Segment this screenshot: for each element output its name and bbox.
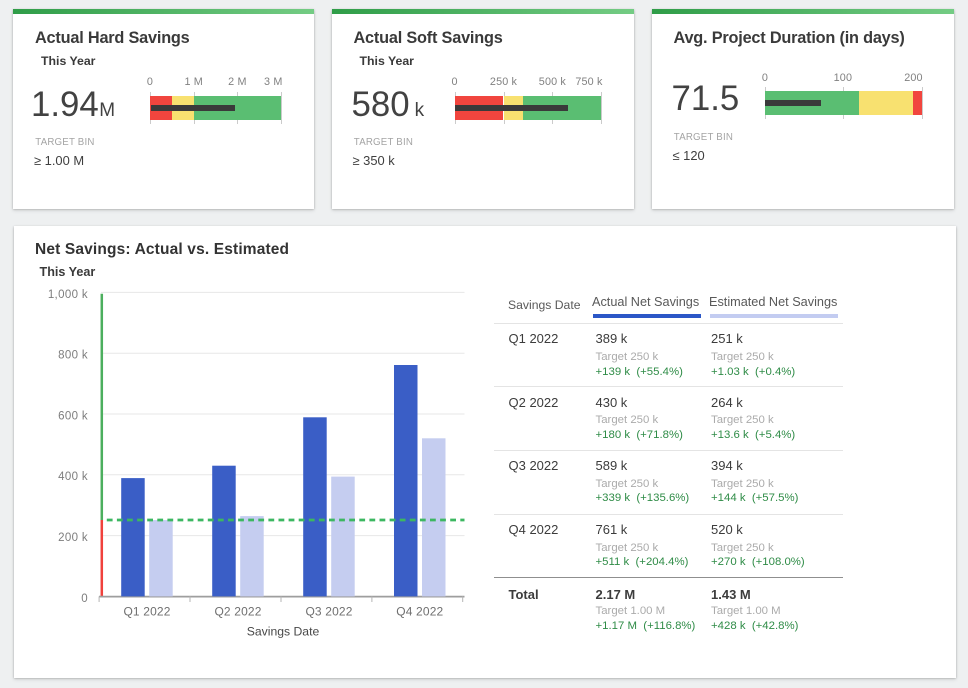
svg-text:600 k: 600 k: [58, 410, 88, 422]
svg-text:Q1 2022: Q1 2022: [123, 605, 170, 619]
svg-text:1,000 k: 1,000 k: [47, 289, 87, 301]
svg-text:800 k: 800 k: [58, 350, 88, 362]
svg-text:Savings Date: Savings Date: [246, 625, 319, 639]
svg-text:Q3 2022: Q3 2022: [305, 605, 352, 619]
svg-text:400 k: 400 k: [58, 471, 88, 483]
svg-text:Q2 2022: Q2 2022: [214, 605, 261, 619]
svg-text:200 k: 200 k: [58, 532, 88, 544]
svg-text:Q4 2022: Q4 2022: [396, 605, 443, 619]
svg-text:0: 0: [81, 593, 88, 605]
